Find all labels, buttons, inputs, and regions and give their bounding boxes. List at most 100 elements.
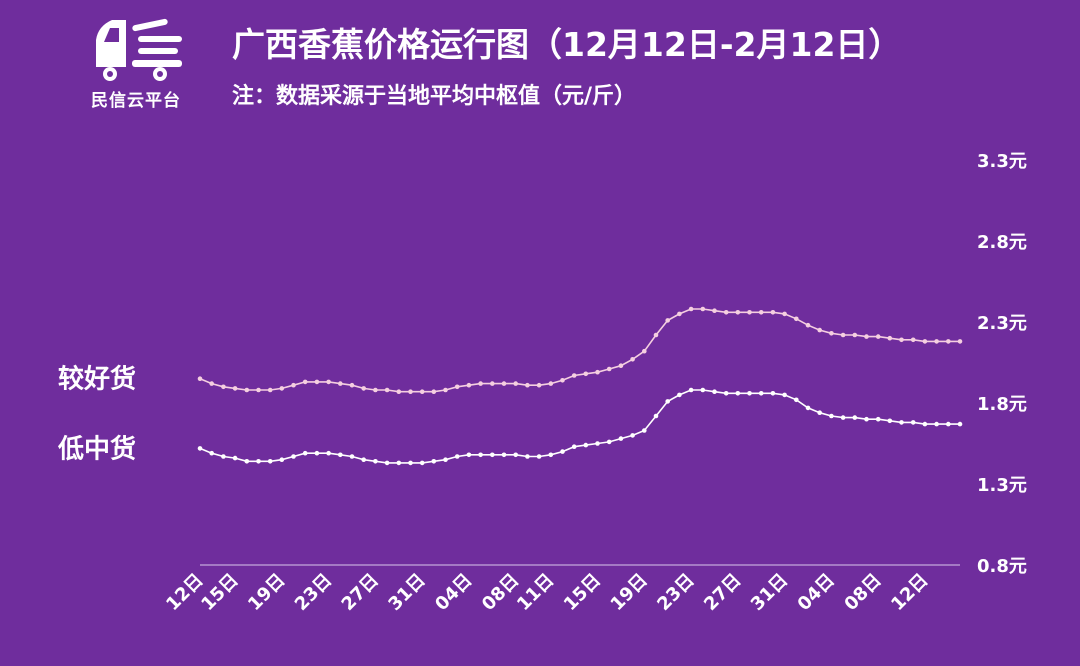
- data-point: [373, 387, 378, 393]
- x-tick-label: 19日: [244, 570, 289, 615]
- data-point: [384, 387, 390, 393]
- data-point: [758, 310, 764, 315]
- data-point: [864, 334, 869, 339]
- data-point: [244, 459, 250, 464]
- series-better: [197, 306, 963, 395]
- data-point: [735, 391, 741, 396]
- data-point: [197, 446, 203, 451]
- data-point: [630, 357, 635, 362]
- data-point: [606, 439, 612, 445]
- data-point: [653, 413, 659, 419]
- y-tick-label: 2.3元: [977, 313, 1027, 334]
- series-low: [197, 387, 963, 466]
- data-point: [267, 459, 273, 464]
- data-point: [221, 384, 226, 390]
- data-point: [735, 310, 741, 315]
- x-tick-label: 08日: [478, 570, 523, 615]
- data-point: [595, 441, 600, 446]
- data-point: [677, 392, 682, 398]
- y-tick-label: 2.8元: [977, 232, 1027, 253]
- x-tick-label: 12日: [887, 570, 932, 615]
- data-point: [665, 399, 670, 404]
- data-point: [665, 318, 670, 323]
- data-point: [501, 452, 507, 458]
- data-point: [490, 452, 495, 458]
- data-point: [677, 311, 682, 317]
- chart-title: 广西香蕉价格运行图（12月12日-2月12日）: [232, 25, 902, 64]
- series-name-label: 较好货: [58, 364, 136, 395]
- data-point: [642, 348, 647, 354]
- data-point: [396, 460, 402, 466]
- data-point: [525, 382, 530, 388]
- data-point: [817, 327, 822, 333]
- data-point: [349, 382, 355, 388]
- data-point: [887, 335, 893, 341]
- data-point: [910, 420, 916, 425]
- data-point: [525, 454, 530, 459]
- data-point: [431, 389, 437, 395]
- data-point: [279, 457, 285, 463]
- data-point: [443, 457, 448, 463]
- data-point: [466, 382, 472, 388]
- x-tick-label: 31日: [747, 570, 792, 615]
- data-point: [314, 450, 320, 456]
- data-point: [595, 369, 600, 375]
- data-point: [887, 418, 893, 424]
- data-point: [899, 337, 904, 343]
- data-point: [513, 381, 518, 386]
- data-point: [466, 452, 472, 458]
- data-point: [794, 316, 799, 322]
- data-point: [244, 387, 250, 393]
- data-point: [209, 381, 214, 386]
- x-tick-label: 23日: [653, 570, 698, 615]
- brand-logo: 民信云平台: [80, 12, 190, 112]
- chart-subtitle: 注：数据采源于当地平均中枢值（元/斤）: [232, 84, 637, 109]
- data-point: [361, 386, 367, 391]
- series-line: [199, 389, 960, 464]
- data-point: [700, 306, 706, 312]
- data-point: [922, 421, 928, 427]
- data-point: [957, 421, 963, 427]
- series-name-label: 低中货: [57, 433, 136, 464]
- data-point: [267, 387, 273, 393]
- data-point: [805, 322, 811, 328]
- data-point: [478, 452, 483, 458]
- data-point: [606, 366, 612, 372]
- data-point: [829, 331, 834, 336]
- data-point: [419, 460, 425, 466]
- data-point: [653, 332, 659, 338]
- x-tick-label: 08日: [840, 570, 885, 615]
- data-point: [314, 379, 320, 385]
- data-point: [232, 455, 238, 461]
- data-point: [946, 421, 951, 427]
- data-point: [723, 391, 729, 396]
- data-point: [712, 308, 717, 314]
- data-point: [302, 379, 308, 385]
- data-point: [408, 389, 413, 395]
- data-point: [758, 391, 764, 396]
- data-point: [817, 410, 822, 416]
- x-tick-label: 04日: [794, 570, 839, 615]
- data-point: [279, 386, 285, 391]
- data-point: [688, 306, 694, 312]
- x-tick-label: 19日: [607, 570, 652, 615]
- data-point: [221, 454, 226, 459]
- x-tick-label: 15日: [197, 570, 242, 615]
- data-point: [618, 436, 624, 441]
- data-point: [852, 415, 858, 420]
- logo-text: 民信云平台: [91, 91, 181, 111]
- data-point: [302, 450, 308, 456]
- data-point: [513, 452, 518, 458]
- data-point: [361, 457, 367, 463]
- data-point: [934, 421, 939, 427]
- data-point: [583, 371, 589, 377]
- data-point: [384, 460, 390, 466]
- data-point: [782, 392, 787, 398]
- x-tick-label: 12日: [162, 570, 207, 615]
- data-point: [957, 339, 963, 344]
- data-point: [209, 450, 214, 456]
- y-tick-label: 1.8元: [977, 394, 1027, 415]
- data-point: [326, 450, 331, 456]
- data-point: [338, 452, 343, 458]
